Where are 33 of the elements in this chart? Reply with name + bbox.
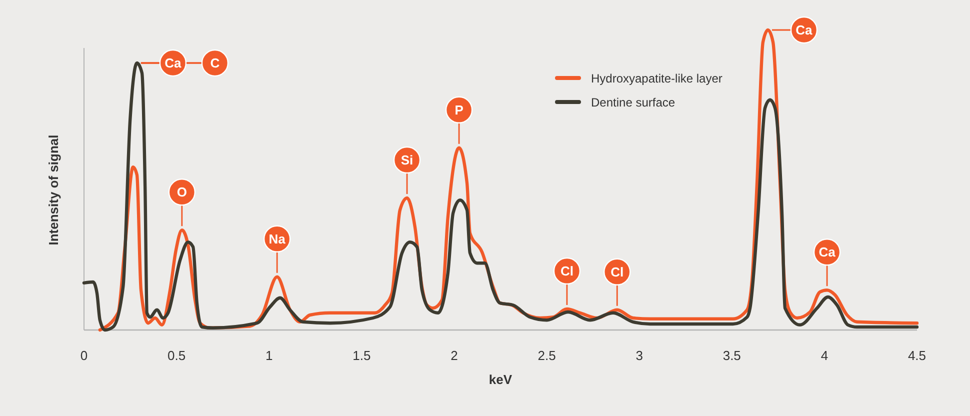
element-label-callout: O (168, 178, 196, 226)
element-label-callout: Ca (772, 16, 818, 44)
x-tick-label: 1 (265, 348, 273, 363)
element-label-callout: Ca (140, 49, 187, 77)
annotation: Cl (560, 264, 574, 278)
x-tick-label: 2 (450, 348, 458, 363)
x-tick-label: 4 (820, 348, 828, 363)
x-tick-label: 3.5 (722, 348, 741, 363)
annotation: Ca (796, 22, 814, 38)
x-axis-title: keV (488, 372, 512, 387)
x-tick-label: 1.5 (352, 348, 371, 363)
annotation: Na (268, 231, 286, 246)
x-tick-label: 0.5 (168, 348, 186, 363)
annotation: Ca (818, 244, 836, 260)
x-tick-label: 2.5 (538, 348, 556, 363)
annotation: O (176, 184, 187, 200)
element-label-callout: P (445, 96, 473, 144)
element-label-callout: Na (263, 225, 291, 273)
element-label-callout: Cl (604, 258, 631, 306)
legend-label: Hydroxyapatite-like layer (591, 72, 722, 86)
annotation: Ca (164, 56, 182, 70)
annotation: P (454, 102, 464, 118)
x-tick-label: 0 (80, 348, 88, 363)
element-label-callout: Ca (813, 238, 841, 286)
annotation: C (210, 56, 220, 70)
annotation: Si (400, 152, 414, 168)
x-tick-label: 3 (636, 348, 643, 363)
y-axis-title: Intensity of signal (46, 134, 61, 246)
legend-label: Dentine surface (591, 96, 676, 110)
annotation: Cl (610, 264, 624, 280)
x-tick-label: 4.5 (908, 348, 926, 363)
element-label-callout: Si (393, 146, 421, 194)
element-label-callout: Cl (553, 257, 581, 305)
